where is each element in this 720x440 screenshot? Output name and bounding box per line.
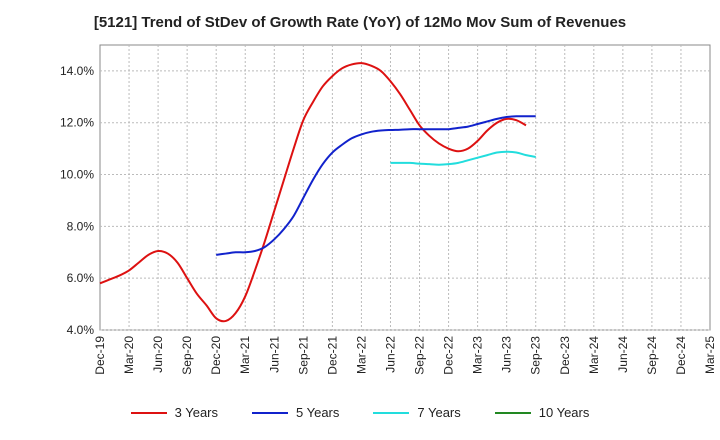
series-line-5-years: [216, 115, 536, 256]
x-tick-label: Dec-24: [674, 336, 688, 375]
x-tick-label: Dec-23: [558, 336, 572, 375]
x-tick-label: Mar-20: [122, 336, 136, 374]
legend-label-7-years: 7 Years: [417, 405, 461, 420]
series-lines: [99, 62, 536, 323]
y-tick-label: 8.0%: [67, 219, 95, 233]
x-tick-label: Jun-20: [151, 336, 165, 373]
grid-lines: [100, 45, 710, 331]
chart-title: [5121] Trend of StDev of Growth Rate (Yo…: [93, 14, 627, 31]
series-line-3-years: [99, 62, 527, 323]
x-tick-label: Sep-20: [180, 336, 194, 375]
legend-label-5-years: 5 Years: [296, 405, 340, 420]
legend-item-7-years: 7 Years: [373, 405, 461, 420]
y-tick-label: 4.0%: [67, 323, 95, 337]
y-tick-label: 10.0%: [60, 168, 94, 182]
legend-swatch-5-years: [252, 411, 288, 414]
legend-item-10-years: 10 Years: [494, 405, 590, 420]
plot-area: [99, 44, 711, 331]
x-tick-label: Sep-22: [413, 336, 427, 375]
x-tick-label: Jun-21: [267, 336, 281, 373]
x-tick-label: Mar-22: [354, 336, 368, 374]
legend-swatch-10-years: [494, 411, 531, 414]
x-tick-label: Dec-21: [325, 336, 339, 375]
legend-item-3-years: 3 Years: [130, 405, 218, 420]
y-tick-label: 6.0%: [67, 271, 95, 285]
legend-label-10-years: 10 Years: [538, 405, 590, 420]
x-tick-label: Jun-22: [383, 336, 397, 373]
x-tick-label: Mar-25: [703, 336, 717, 374]
x-tick-label: Sep-21: [296, 336, 310, 375]
legend-label-3-years: 3 Years: [174, 405, 218, 420]
x-tick-label: Dec-22: [442, 336, 456, 375]
x-axis: Dec-19 Mar-20 Jun-20 Sep-20 Dec-20 Mar-21 Jun-…: [93, 336, 717, 375]
x-tick-label: Sep-23: [529, 336, 543, 375]
legend: 3 Years 5 Years 7 Years 10 Years: [0, 405, 720, 420]
series-line-7-years: [390, 150, 536, 166]
y-tick-label: 12.0%: [60, 116, 94, 130]
x-tick-label: Dec-19: [93, 336, 107, 375]
x-tick-label: Dec-20: [209, 336, 223, 375]
x-tick-label: Jun-23: [500, 336, 514, 373]
y-tick-label: 14.0%: [60, 64, 94, 78]
x-tick-label: Mar-24: [587, 336, 601, 374]
x-tick-label: Jun-24: [616, 336, 630, 373]
legend-swatch-7-years: [373, 411, 410, 414]
x-tick-label: Sep-24: [645, 336, 659, 375]
y-axis: 4.0% 6.0% 8.0% 10.0% 12.0% 14.0%: [60, 64, 94, 337]
x-tick-label: Mar-21: [238, 336, 252, 374]
x-tick-label: Mar-23: [471, 336, 485, 374]
legend-item-5-years: 5 Years: [252, 405, 339, 420]
legend-swatch-3-years: [130, 411, 167, 414]
